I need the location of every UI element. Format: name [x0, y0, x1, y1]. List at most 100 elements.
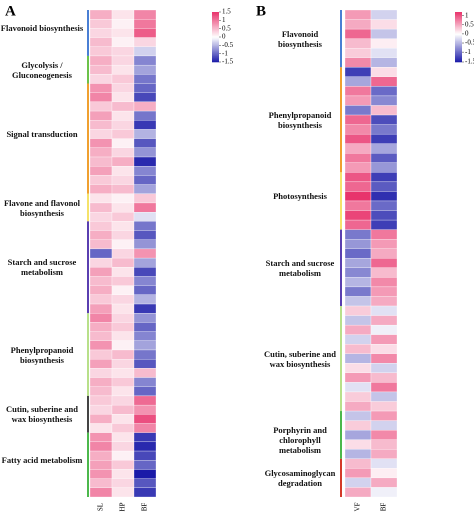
heatmap-cell — [133, 359, 157, 369]
colorbar-step — [212, 28, 219, 30]
heatmap-cell — [133, 331, 157, 341]
heatmap-cell — [111, 74, 135, 84]
heatmap-cell — [133, 285, 157, 295]
heatmap-cell — [344, 477, 372, 488]
heatmap-cell — [111, 349, 135, 360]
heatmap-cell — [133, 303, 157, 314]
colorbar-step — [212, 29, 219, 32]
colorbar-step — [455, 40, 462, 43]
colorbar-step — [212, 60, 219, 63]
heatmap-cell — [370, 153, 398, 163]
heatmap-cell — [111, 230, 135, 240]
group-bar — [340, 172, 342, 230]
heatmap-cell — [111, 432, 135, 443]
heatmap-cell — [89, 92, 113, 103]
colorbar-step — [455, 20, 462, 23]
heatmap-cell — [344, 200, 372, 211]
heatmap-cell — [111, 129, 135, 139]
heatmap-cell — [133, 414, 157, 424]
heatmap-cell — [370, 439, 398, 450]
colorbar-step — [212, 54, 219, 57]
colorbar-step — [212, 37, 219, 39]
heatmap-cell — [370, 200, 398, 211]
heatmap-cell — [344, 172, 372, 183]
heatmap-cell — [111, 450, 135, 461]
heatmap-cell — [111, 294, 135, 305]
heatmap-cell — [133, 294, 157, 305]
heatmap-cell — [111, 64, 135, 75]
colorbar-step — [455, 14, 462, 17]
colorbar-step — [212, 19, 219, 22]
colorbar-step — [212, 17, 219, 19]
heatmap-cell — [133, 166, 157, 176]
heatmap-cell — [89, 138, 113, 148]
group-bar — [87, 193, 89, 222]
heatmap-cell — [89, 193, 113, 204]
heatmap-cell — [111, 331, 135, 341]
heatmap-cell — [111, 19, 135, 29]
heatmap-cell — [344, 372, 372, 383]
colorbar-step — [455, 17, 462, 19]
colorbar-step — [212, 13, 219, 15]
heatmap-cell — [111, 359, 135, 369]
heatmap-cell — [344, 382, 372, 393]
column-label: SL — [97, 503, 105, 511]
heatmap-cell — [89, 267, 113, 277]
heatmap-cell — [344, 229, 372, 240]
heatmap-cell — [370, 449, 398, 459]
heatmap-cell — [370, 48, 398, 58]
colorbar-step — [455, 22, 462, 24]
heatmap-cell — [344, 439, 372, 450]
heatmap-cell — [89, 377, 113, 387]
group-bar — [87, 55, 89, 84]
colorbar-step — [455, 55, 462, 58]
group-bar — [87, 432, 89, 497]
heatmap-cell — [344, 458, 372, 469]
group-label: Cutin, suberine and wax biosynthesis — [5, 404, 79, 425]
colorbar-step — [455, 18, 462, 20]
heatmap-cell — [370, 353, 398, 364]
heatmap-cell — [370, 401, 398, 412]
heatmap-cell — [370, 430, 398, 440]
heatmap-cell — [344, 353, 372, 364]
heatmap-cell — [344, 67, 372, 77]
heatmap-cell — [89, 340, 113, 351]
heatmap-cell — [89, 212, 113, 222]
group-bar — [340, 411, 342, 459]
colorbar-step — [455, 35, 462, 38]
colorbar-tick-label: 1 — [465, 11, 469, 19]
colorbar-step — [212, 14, 219, 17]
heatmap-cell — [111, 92, 135, 103]
group-bar — [340, 306, 342, 412]
heatmap-cell — [111, 120, 135, 130]
heatmap-cell — [89, 313, 113, 323]
heatmap-cell — [133, 276, 157, 286]
heatmap-cell — [370, 391, 398, 402]
heatmap-cell — [344, 191, 372, 202]
colorbar-step — [212, 35, 219, 38]
heatmap-cell — [111, 175, 135, 185]
heatmap-cell — [370, 229, 398, 240]
colorbar-tick-label: -1 — [222, 49, 228, 57]
heatmap-cell — [133, 120, 157, 130]
heatmap-cell — [111, 414, 135, 424]
group-bar — [87, 395, 89, 433]
heatmap-cell — [89, 294, 113, 305]
colorbar-tick-label: 1 — [222, 16, 226, 24]
heatmap-cell — [111, 193, 135, 204]
colorbar-step — [212, 33, 219, 35]
heatmap-cell — [111, 101, 135, 112]
heatmap-cell — [111, 340, 135, 351]
heatmap-cell — [111, 166, 135, 176]
colorbar-tick-label: 0 — [465, 30, 469, 38]
heatmap-cell — [344, 420, 372, 431]
heatmap-cell — [133, 239, 157, 250]
colorbar-step — [455, 42, 462, 44]
heatmap-cell — [370, 191, 398, 202]
heatmap-cell — [133, 322, 157, 332]
heatmap-cell — [133, 460, 157, 470]
heatmap-cell — [344, 258, 372, 268]
heatmap-cell — [89, 423, 113, 433]
heatmap-cell — [89, 166, 113, 176]
